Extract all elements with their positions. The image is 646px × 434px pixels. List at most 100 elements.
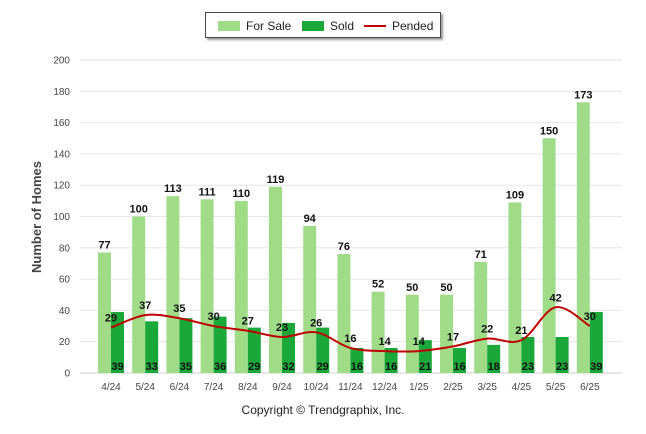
pended-value-label: 42 bbox=[549, 292, 561, 304]
sold-value-label: 23 bbox=[556, 361, 568, 373]
x-tick-label: 6/25 bbox=[580, 382, 600, 393]
x-tick-label: 9/24 bbox=[272, 382, 292, 393]
for-sale-bar bbox=[337, 254, 351, 373]
for-sale-bar bbox=[440, 294, 453, 373]
x-tick-label: 11/24 bbox=[338, 382, 363, 393]
pended-line bbox=[110, 306, 591, 353]
pended-value-label: 30 bbox=[584, 311, 596, 323]
x-tick-label: 3/25 bbox=[477, 382, 497, 393]
y-axis-title: Number of Homes bbox=[29, 161, 44, 273]
y-tick-label: 200 bbox=[53, 56, 70, 67]
sold-value-label: 21 bbox=[419, 361, 431, 373]
gridlines bbox=[80, 59, 622, 374]
for-sale-swatch bbox=[218, 21, 240, 31]
x-tick-labels: 4/24 5/24 6/24 7/24 8/24 9/24 10/24 11/24 12/24 1… bbox=[101, 382, 600, 393]
for-sale-value-label: 173 bbox=[574, 89, 592, 101]
for-sale-value-label: 50 bbox=[440, 282, 452, 294]
pended-value-label: 16 bbox=[344, 333, 356, 345]
for-sale-value-label: 111 bbox=[199, 186, 216, 198]
sold-bar bbox=[487, 344, 501, 373]
for-sale-bar bbox=[371, 291, 385, 373]
x-tick-label: 7/24 bbox=[204, 382, 224, 393]
sold-bar bbox=[521, 337, 535, 373]
sold-bar bbox=[316, 327, 330, 373]
sold-value-label: 29 bbox=[317, 361, 329, 373]
sold-bar bbox=[555, 337, 569, 373]
pended-value-label: 29 bbox=[105, 313, 117, 325]
y-tick-label: 40 bbox=[59, 306, 71, 317]
y-tick-label: 120 bbox=[53, 181, 70, 192]
x-tick-label: 2/25 bbox=[443, 382, 463, 393]
sold-value-label: 16 bbox=[453, 361, 465, 373]
x-tick-label: 5/24 bbox=[135, 382, 155, 393]
sold-value-label: 16 bbox=[351, 361, 363, 373]
pended-value-label: 35 bbox=[173, 303, 185, 315]
for-sale-bar bbox=[474, 261, 488, 373]
x-tick-label: 12/24 bbox=[372, 382, 397, 393]
y-tick-label: 80 bbox=[59, 243, 71, 254]
sold-bar bbox=[350, 347, 364, 373]
sold-bar bbox=[179, 318, 193, 373]
pended-value-label: 22 bbox=[481, 324, 493, 336]
sold-bar bbox=[418, 340, 432, 373]
pended-value-label: 14 bbox=[413, 336, 426, 348]
legend: For Sale Sold Pended bbox=[205, 12, 441, 38]
x-tick-label: 10/24 bbox=[304, 382, 329, 393]
for-sale-value-label: 119 bbox=[267, 174, 285, 186]
y-tick-label: 60 bbox=[59, 275, 71, 286]
sold-value-label: 36 bbox=[214, 361, 226, 373]
sold-value-label: 32 bbox=[282, 361, 294, 373]
for-sale-value-label: 50 bbox=[406, 282, 418, 294]
pended-line-group bbox=[110, 306, 591, 353]
pended-value-label: 14 bbox=[378, 336, 391, 348]
sold-bar bbox=[384, 347, 398, 373]
sold-bar bbox=[145, 321, 159, 373]
sold-value-label: 23 bbox=[522, 361, 534, 373]
pended-value-label: 27 bbox=[242, 316, 254, 328]
sold-value-label: 39 bbox=[111, 361, 123, 373]
for-sale-value-label: 110 bbox=[232, 188, 250, 200]
for-sale-bar bbox=[576, 102, 590, 373]
sold-value-label: 39 bbox=[590, 361, 602, 373]
sold-value-label: 33 bbox=[146, 361, 158, 373]
sold-swatch bbox=[302, 21, 324, 31]
x-tick-label: 4/24 bbox=[101, 382, 121, 393]
y-tick-label: 140 bbox=[53, 149, 70, 160]
for-sale-value-label: 71 bbox=[475, 249, 487, 261]
sold-value-label: 16 bbox=[385, 361, 397, 373]
for-sale-bar bbox=[303, 225, 317, 373]
y-tick-labels: 0 20 40 60 80 100 120 140 160 180 200 bbox=[53, 56, 70, 380]
legend-label-pended: Pended bbox=[392, 19, 434, 33]
sold-bar bbox=[247, 327, 261, 373]
for-sale-bar bbox=[132, 216, 146, 373]
copyright-text: Copyright © Trendgraphix, Inc. bbox=[241, 403, 405, 417]
for-sale-bar bbox=[166, 196, 180, 373]
x-tick-label: 4/25 bbox=[512, 382, 532, 393]
pended-line-swatch bbox=[364, 25, 386, 27]
for-sale-value-label: 77 bbox=[98, 239, 110, 251]
sold-bar bbox=[213, 316, 227, 373]
sold-value-label: 18 bbox=[488, 361, 500, 373]
x-tick-label: 5/25 bbox=[546, 382, 566, 393]
x-tick-label: 8/24 bbox=[238, 382, 258, 393]
y-tick-label: 0 bbox=[64, 369, 70, 380]
for-sale-value-label: 113 bbox=[164, 183, 182, 195]
pended-value-label: 37 bbox=[139, 300, 151, 312]
data-labels: 77 39 29 100 33 37 113 35 35 111 36 30 110 29 27 119 32 2… bbox=[98, 89, 602, 373]
sold-bar bbox=[453, 347, 466, 373]
y-tick-label: 180 bbox=[53, 87, 70, 98]
for-sale-bar bbox=[405, 294, 419, 373]
pended-value-label: 17 bbox=[447, 331, 459, 343]
for-sale-value-label: 100 bbox=[130, 204, 148, 216]
y-tick-label: 160 bbox=[53, 118, 70, 129]
y-tick-label: 100 bbox=[53, 212, 70, 223]
for-sale-bar bbox=[200, 199, 214, 373]
x-tick-label: 6/24 bbox=[170, 382, 190, 393]
for-sale-bar bbox=[269, 186, 282, 373]
sold-value-label: 29 bbox=[248, 361, 260, 373]
for-sale-value-label: 52 bbox=[372, 279, 384, 291]
sold-bar bbox=[589, 311, 603, 373]
for-sale-bar bbox=[542, 138, 556, 373]
y-tick-label: 20 bbox=[59, 337, 71, 348]
